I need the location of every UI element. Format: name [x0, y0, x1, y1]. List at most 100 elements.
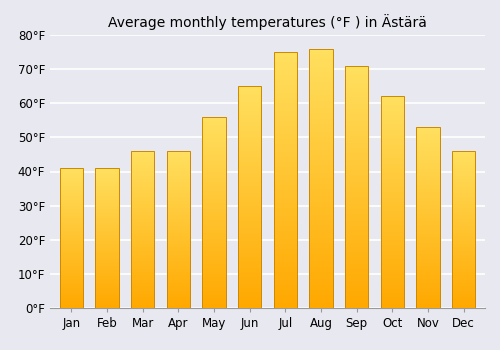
Bar	[452, 264, 475, 266]
Bar	[131, 222, 154, 223]
Bar	[60, 181, 83, 182]
Bar	[131, 194, 154, 195]
Bar	[380, 101, 404, 103]
Bar	[380, 149, 404, 152]
Bar	[167, 255, 190, 256]
Bar	[452, 163, 475, 165]
Bar	[274, 136, 297, 139]
Bar	[96, 293, 118, 294]
Bar	[274, 231, 297, 234]
Bar	[202, 260, 226, 262]
Bar	[167, 168, 190, 170]
Bar	[452, 204, 475, 206]
Bar	[238, 188, 262, 190]
Bar	[452, 170, 475, 172]
Bar	[96, 297, 118, 298]
Bar	[202, 170, 226, 172]
Bar	[96, 280, 118, 281]
Bar	[96, 235, 118, 237]
Bar	[380, 124, 404, 126]
Bar	[274, 180, 297, 183]
Bar	[60, 168, 83, 169]
Bar	[202, 245, 226, 247]
Bar	[96, 179, 118, 181]
Bar	[274, 85, 297, 88]
Bar	[416, 190, 440, 192]
Bar	[96, 183, 118, 185]
Bar	[452, 153, 475, 154]
Bar	[274, 93, 297, 96]
Bar	[310, 85, 332, 88]
Bar	[310, 199, 332, 202]
Bar	[380, 198, 404, 200]
Bar	[416, 178, 440, 180]
Bar	[60, 263, 83, 265]
Bar	[416, 192, 440, 194]
Bar	[238, 124, 262, 126]
Bar	[345, 150, 368, 153]
Bar	[345, 199, 368, 201]
Bar	[167, 212, 190, 214]
Bar	[380, 302, 404, 304]
Bar	[202, 176, 226, 178]
Bar	[167, 253, 190, 255]
Bar	[452, 203, 475, 204]
Bar	[416, 275, 440, 277]
Bar	[310, 150, 332, 152]
Bar	[345, 226, 368, 228]
Bar	[452, 184, 475, 186]
Bar	[345, 269, 368, 272]
Bar	[96, 182, 118, 183]
Bar	[452, 292, 475, 294]
Bar	[202, 258, 226, 260]
Bar	[416, 142, 440, 143]
Bar	[380, 202, 404, 204]
Bar	[167, 281, 190, 283]
Bar	[60, 210, 83, 211]
Bar	[131, 181, 154, 182]
Bar	[167, 247, 190, 248]
Bar	[345, 117, 368, 119]
Bar	[202, 233, 226, 236]
Bar	[452, 239, 475, 240]
Bar	[96, 189, 118, 190]
Bar	[416, 245, 440, 246]
Bar	[345, 264, 368, 267]
Bar	[452, 276, 475, 278]
Bar	[274, 157, 297, 160]
Bar	[416, 234, 440, 236]
Bar	[238, 126, 262, 128]
Bar	[452, 234, 475, 236]
Bar	[202, 304, 226, 306]
Bar	[238, 217, 262, 219]
Bar	[131, 231, 154, 233]
Bar	[238, 99, 262, 102]
Bar	[238, 266, 262, 268]
Bar	[380, 141, 404, 143]
Bar	[60, 295, 83, 297]
Bar	[131, 294, 154, 295]
Bar	[238, 261, 262, 264]
Bar	[131, 276, 154, 278]
Bar	[380, 147, 404, 149]
Bar	[452, 266, 475, 267]
Bar	[60, 294, 83, 295]
Bar	[452, 259, 475, 261]
Bar	[96, 252, 118, 253]
Bar	[345, 107, 368, 109]
Bar	[310, 163, 332, 165]
Bar	[274, 147, 297, 149]
Bar	[167, 250, 190, 252]
Bar	[274, 162, 297, 164]
Bar	[310, 90, 332, 93]
Bar	[345, 243, 368, 245]
Bar	[202, 300, 226, 302]
Bar	[416, 288, 440, 290]
Bar	[96, 168, 118, 169]
Bar	[60, 225, 83, 227]
Bar	[238, 246, 262, 248]
Bar	[380, 278, 404, 280]
Bar	[167, 172, 190, 173]
Bar	[274, 229, 297, 231]
Bar	[167, 206, 190, 208]
